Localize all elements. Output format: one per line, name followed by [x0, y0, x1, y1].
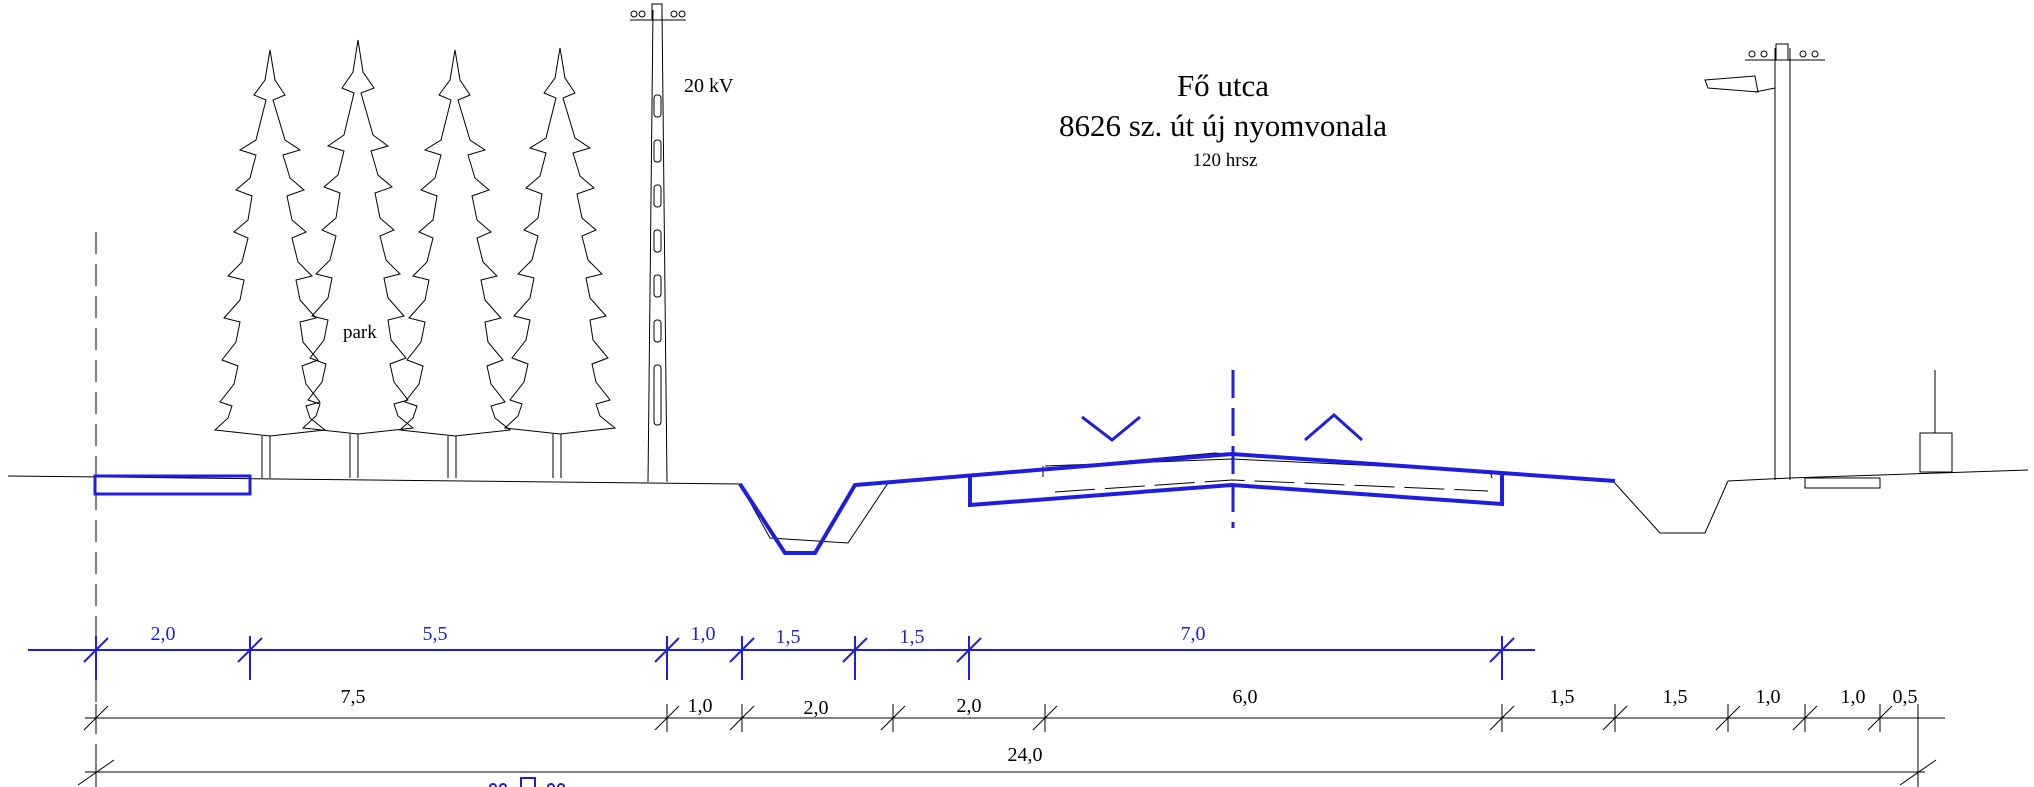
- power-pole: [630, 3, 686, 483]
- existing-pavement-layer: [1054, 479, 1489, 493]
- luminaire-symbol: [489, 777, 565, 787]
- dimension-label: 24,0: [1008, 744, 1043, 766]
- utility-cabinet: [1919, 370, 1953, 473]
- dimension-label: 1,0: [1841, 686, 1866, 708]
- new-sidewalk: [93, 474, 252, 496]
- dimension-label: 2,0: [957, 695, 982, 717]
- dimension-label: 0,5: [1893, 686, 1918, 708]
- dimension-label: 2,0: [151, 623, 176, 645]
- power-line-label: 20 kV: [684, 75, 734, 97]
- street-name: Fő utca: [1177, 68, 1269, 103]
- parcel-number: 120 hrsz: [1193, 150, 1258, 171]
- dimension-label: 7,0: [1181, 623, 1206, 645]
- park-label: park: [343, 322, 377, 343]
- dimension-label: 1,5: [1550, 686, 1575, 708]
- dimension-label: 5,5: [423, 623, 448, 645]
- crossfall-arrow-left: [1081, 415, 1141, 442]
- terrain-profile: [7, 452, 2029, 544]
- tree-group: [213, 39, 617, 478]
- dimension-label: 1,5: [776, 626, 801, 648]
- dimension-row-total: 24,0: [77, 730, 1937, 787]
- dimension-label: 1,5: [1663, 686, 1688, 708]
- dimension-ticks: [83, 636, 1515, 680]
- new-road-surface: [738, 451, 1616, 555]
- crossfall-arrow-right: [1304, 413, 1363, 442]
- tree: [301, 39, 415, 435]
- tree: [213, 49, 327, 437]
- dimension-row-existing: 7,5 1,0 2,0 2,0 6,0 1,5 1,5 1,0 1,0 0,5: [83, 686, 1945, 732]
- new-pavement-structure: [968, 474, 1504, 508]
- dimension-ticks: [77, 730, 1937, 787]
- street-lamp-pole: [1704, 43, 1881, 489]
- dimension-label: 1,0: [1756, 686, 1781, 708]
- road-description: 8626 sz. út új nyomvonala: [1059, 108, 1387, 143]
- dimension-label: 1,0: [691, 623, 716, 645]
- dimension-label: 1,0: [688, 695, 713, 717]
- dimension-ticks: [83, 704, 1919, 732]
- dimension-label: 6,0: [1233, 686, 1258, 708]
- tree: [503, 47, 617, 435]
- dimension-label: 1,5: [900, 626, 925, 648]
- dimension-label: 7,5: [341, 686, 366, 708]
- dimension-row-new: 2,0 5,5 1,0 1,5 1,5 7,0: [28, 623, 1535, 680]
- tree: [398, 49, 512, 437]
- dimension-label: 2,0: [804, 697, 829, 719]
